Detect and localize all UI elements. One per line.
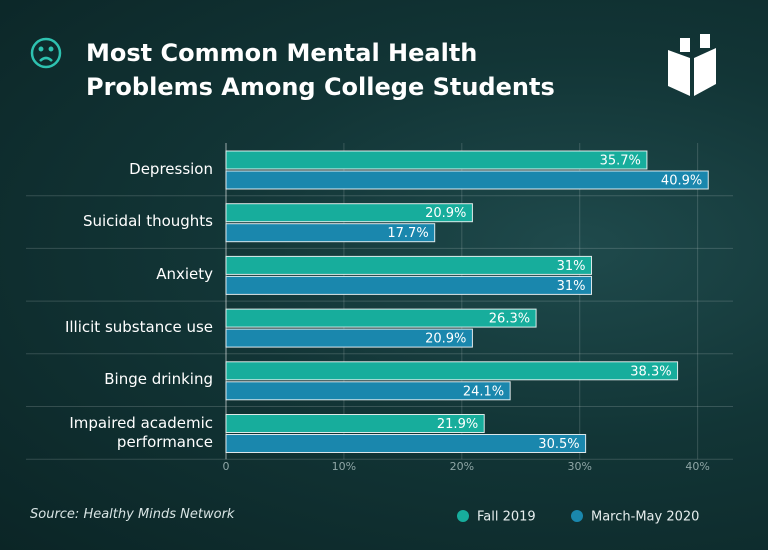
value-label: 31% [557,259,586,274]
value-label: 24.1% [463,384,504,399]
legend-label: March-May 2020 [591,510,699,525]
value-label: 20.9% [425,206,466,221]
value-label: 31% [557,279,586,294]
value-label: 17.7% [387,226,428,241]
legend-label: Fall 2019 [477,510,536,525]
x-tick-label: 40% [685,460,709,473]
x-tick-label: 10% [332,460,356,473]
y-tick-label-text: Binge drinking [104,370,213,389]
bar [225,255,593,275]
value-label: 30.5% [538,437,579,452]
y-tick-label: Illicit substance use [23,301,213,353]
bar [225,308,537,328]
value-label: 35.7% [600,154,641,169]
bar [225,414,485,433]
bar [225,150,648,170]
bar [225,170,709,190]
x-tick-label: 30% [567,460,591,473]
value-label: 21.9% [437,417,478,432]
bar [225,203,473,223]
y-tick-label-text: Depression [129,159,213,178]
y-tick-label: Anxiety [23,248,213,300]
y-tick-label: Depression [23,143,213,195]
chart-title: Most Common Mental Health Problems Among… [86,39,555,101]
y-tick-label: Impaired academic performance [23,407,213,459]
legend-swatch [571,510,583,522]
x-tick-label: 0 [223,460,230,473]
sad-icon [30,37,62,69]
bar [225,223,436,243]
y-tick-label-text: Suicidal thoughts [82,212,213,231]
value-label: 20.9% [425,332,466,347]
value-label: 38.3% [630,364,671,379]
value-label: 40.9% [661,174,702,189]
y-tick-label-text: Illicit substance use [64,317,213,336]
y-tick-label: Suicidal thoughts [23,196,213,248]
logo-icon [668,34,716,96]
bar [225,361,679,381]
source-note: Source: Healthy Minds Network [30,507,235,522]
y-tick-label: Binge drinking [23,354,213,406]
x-tick-label: 20% [450,460,474,473]
legend-swatch [457,510,469,522]
bar [225,328,473,348]
value-label: 26.3% [489,312,530,327]
y-tick-label-text: Impaired academic performance [69,413,213,451]
y-tick-label-text: Anxiety [156,264,213,283]
bar [225,434,587,453]
bar [225,275,593,295]
bar [225,381,511,401]
